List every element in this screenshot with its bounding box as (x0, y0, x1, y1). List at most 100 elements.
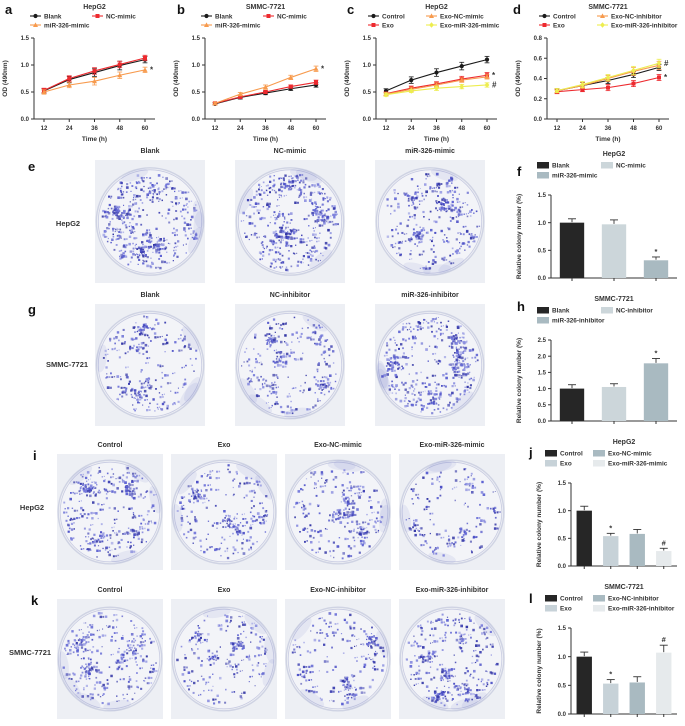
svg-text:SMMC-7721: SMMC-7721 (246, 4, 285, 11)
row-label-cell-line: SMMC-7721 (45, 360, 89, 369)
svg-text:HepG2: HepG2 (425, 4, 448, 11)
colony-dish: Exo (171, 586, 277, 724)
svg-text:Time (h): Time (h) (424, 136, 449, 143)
svg-text:Time (h): Time (h) (595, 136, 620, 143)
svg-text:OD (490nm): OD (490nm) (2, 60, 9, 96)
dish-condition-label: Control (97, 587, 123, 594)
svg-text:Control: Control (382, 13, 405, 20)
colony-dish-image (399, 599, 505, 719)
svg-text:0.2: 0.2 (534, 97, 543, 103)
panel-d-proliferation-chart: SMMC-7721 Control Exo-NC-inhibitor Exo Exo-m… (513, 0, 685, 145)
colony-dish-image (95, 160, 205, 283)
panel-letter-c: c (347, 2, 355, 17)
svg-text:*: * (150, 65, 154, 74)
svg-text:48: 48 (116, 126, 123, 132)
panel-a-proliferation-chart: HepG2 Blank NC-mimic miR-326-mimic 0.0 0.5 1.0… (0, 0, 171, 145)
colony-dish: Control (57, 441, 163, 575)
colony-dish-image (171, 454, 277, 570)
panel-letter-g: g (28, 302, 36, 317)
dish-condition-label: Blank (140, 292, 160, 299)
svg-text:*: * (664, 73, 668, 82)
dish-condition-label: Control (97, 442, 123, 449)
colony-dish: Control (57, 586, 163, 724)
panel-letter-f: f (517, 164, 522, 179)
svg-text:24: 24 (579, 126, 586, 132)
colony-dish: Exo-miR-326-inhibitor (399, 586, 505, 724)
svg-text:SMMC-7721: SMMC-7721 (588, 4, 627, 11)
svg-text:miR-326-mimic: miR-326-mimic (215, 22, 261, 29)
svg-text:*: * (321, 64, 325, 73)
svg-text:Exo-miR-326-mimic: Exo-miR-326-mimic (440, 22, 500, 29)
svg-text:36: 36 (605, 126, 612, 132)
svg-text:24: 24 (408, 126, 415, 132)
svg-text:*: * (492, 71, 496, 80)
svg-text:0.0: 0.0 (192, 117, 201, 123)
svg-text:OD (490nm): OD (490nm) (173, 60, 180, 96)
svg-text:Time (h): Time (h) (253, 136, 278, 143)
svg-text:Exo-miR-326-inhibitor: Exo-miR-326-inhibitor (611, 22, 678, 29)
svg-text:60: 60 (656, 126, 663, 132)
colony-dish-image (399, 454, 505, 570)
panel-letter-e: e (28, 159, 36, 174)
svg-text:0.0: 0.0 (21, 117, 30, 123)
colony-dish-image (95, 304, 205, 426)
panel-letter-a: a (5, 2, 13, 17)
panel-letter-l: l (529, 591, 533, 606)
panel-letter-b: b (177, 2, 185, 17)
colony-dish-image (375, 304, 485, 426)
svg-text:HepG2: HepG2 (83, 4, 106, 11)
svg-text:1.5: 1.5 (21, 36, 30, 42)
colony-dish: NC-mimic (235, 147, 345, 288)
dish-condition-label: NC-inhibitor (269, 292, 311, 299)
svg-text:OD (490nm): OD (490nm) (344, 60, 351, 96)
svg-text:36: 36 (91, 126, 98, 132)
colony-dish-image (171, 599, 277, 719)
colony-dish: Exo-NC-mimic (285, 441, 391, 575)
svg-text:#: # (492, 80, 497, 89)
dish-condition-label: Exo-miR-326-inhibitor (415, 587, 489, 594)
dish-condition-label: Exo-NC-mimic (314, 442, 362, 449)
svg-text:miR-326-mimic: miR-326-mimic (44, 22, 90, 29)
svg-text:NC-mimic: NC-mimic (106, 13, 136, 20)
panel-j-colony-bar-chart: HepG2 Control Exo-NC-mimic Exo Exo-miR-326-m… (533, 435, 685, 578)
svg-text:Exo: Exo (553, 22, 565, 29)
panel-h-colony-bar-chart: SMMC-7721 Blank NC-inhibitor miR-326-inhibi… (513, 292, 685, 433)
colony-dish-image (235, 304, 345, 426)
svg-text:0.8: 0.8 (534, 36, 543, 42)
svg-text:#: # (664, 59, 669, 68)
svg-text:12: 12 (212, 126, 219, 132)
panel-k-colony-row: SMMC-7721 Control Exo Exo-NC-inhibitor Exo-… (0, 578, 685, 726)
colony-dish: Exo (171, 441, 277, 575)
svg-text:1.0: 1.0 (363, 63, 372, 69)
panel-e-colony-row: HepG2 Blank NC-mimic miR-326-mimic (0, 145, 685, 290)
svg-text:60: 60 (313, 126, 320, 132)
svg-text:12: 12 (554, 126, 561, 132)
svg-text:0.5: 0.5 (363, 90, 372, 96)
svg-text:24: 24 (237, 126, 244, 132)
svg-text:Blank: Blank (44, 13, 62, 20)
svg-text:OD (490nm): OD (490nm) (515, 60, 522, 96)
svg-text:1.0: 1.0 (192, 63, 201, 69)
dish-condition-label: Exo-NC-inhibitor (310, 587, 366, 594)
dish-condition-label: Exo (217, 587, 231, 594)
dish-condition-label: Blank (140, 148, 160, 155)
colony-dish: miR-326-inhibitor (375, 291, 485, 431)
svg-text:0.4: 0.4 (534, 77, 543, 83)
svg-text:48: 48 (458, 126, 465, 132)
dish-condition-label: Exo (217, 442, 231, 449)
svg-text:Blank: Blank (215, 13, 233, 20)
panel-letter-k: k (31, 593, 39, 608)
svg-text:1.5: 1.5 (192, 36, 201, 42)
colony-dish-image (235, 160, 345, 283)
svg-text:24: 24 (66, 126, 73, 132)
svg-text:0.6: 0.6 (534, 56, 543, 62)
panel-i-colony-row: HepG2 Control Exo Exo-NC-mimic Exo-miR-326-… (0, 433, 685, 578)
panel-b-proliferation-chart: SMMC-7721 Blank NC-mimic miR-326-mimic 0.0 0.… (171, 0, 342, 145)
colony-dish-image (375, 160, 485, 283)
dish-condition-label: miR-326-mimic (405, 148, 455, 155)
svg-text:1.0: 1.0 (21, 63, 30, 69)
